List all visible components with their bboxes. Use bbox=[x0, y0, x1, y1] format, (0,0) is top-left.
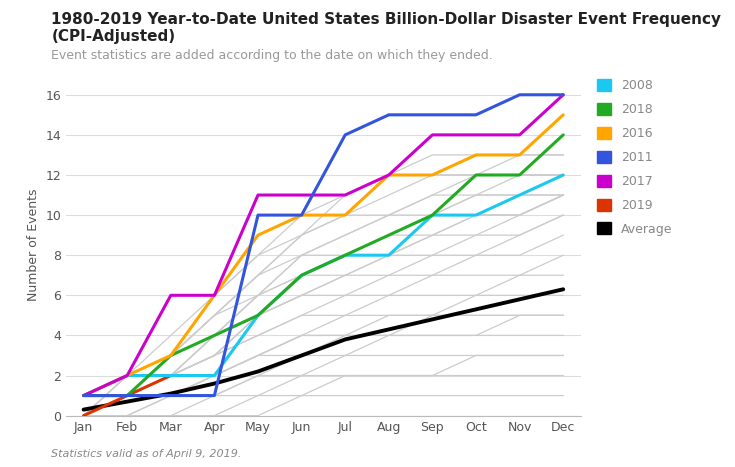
Text: 1980-2019 Year-to-Date United States Billion-Dollar Disaster Event Frequency (CP: 1980-2019 Year-to-Date United States Bil… bbox=[51, 12, 722, 44]
Y-axis label: Number of Events: Number of Events bbox=[27, 189, 40, 301]
Legend: 2008, 2018, 2016, 2011, 2017, 2019, Average: 2008, 2018, 2016, 2011, 2017, 2019, Aver… bbox=[592, 74, 677, 241]
Text: Statistics valid as of April 9, 2019.: Statistics valid as of April 9, 2019. bbox=[51, 449, 242, 459]
Text: Event statistics are added according to the date on which they ended.: Event statistics are added according to … bbox=[51, 49, 493, 62]
